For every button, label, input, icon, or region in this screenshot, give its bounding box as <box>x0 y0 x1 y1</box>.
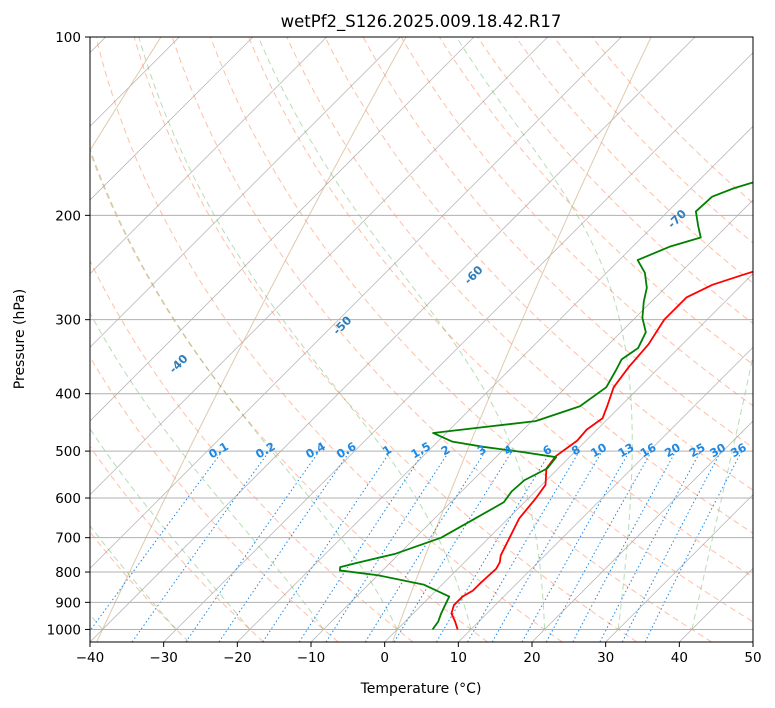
moist-adiabat-line <box>90 524 177 630</box>
y-tick-label: 200 <box>55 208 81 224</box>
dry-adiabat-line <box>515 37 753 284</box>
x-tick-label: −20 <box>223 650 252 666</box>
x-tick-label: 20 <box>523 650 540 666</box>
line-labels: 0.10.20.40.611.52346810131620253036-100-… <box>7 207 749 522</box>
mixing-ratio-line <box>90 450 223 632</box>
y-tick-label: 700 <box>55 531 81 547</box>
isotherm-line <box>90 37 548 496</box>
isotherm-line <box>163 52 753 642</box>
x-tick-label: −30 <box>149 650 178 666</box>
mixing-ratio-label: 13 <box>616 440 637 460</box>
isotherm-line <box>752 641 753 642</box>
isotherm-line <box>458 346 753 642</box>
mixing-ratio-label: 30 <box>707 440 728 460</box>
mixing-ratio-line <box>644 450 743 642</box>
mixing-ratio-line <box>185 450 320 642</box>
mixing-ratio-line <box>393 450 513 642</box>
isotherm-line <box>90 37 475 422</box>
chart-title: wetPf2_S126.2025.009.18.42.R17 <box>281 12 562 32</box>
dewpoint-line <box>338 181 753 630</box>
dry-adiabat-line <box>133 37 638 642</box>
moist-adiabat-line <box>90 427 251 630</box>
y-axis: 100 200 300 400 500 600 700 800 900 1000 <box>47 30 90 638</box>
isotherm-line <box>237 125 753 642</box>
dry-adiabat-line <box>171 37 712 642</box>
y-tick-label: 300 <box>55 313 81 329</box>
mixing-ratio-line <box>218 450 351 642</box>
dry-adiabat-line <box>95 37 563 642</box>
mixing-ratio-label: 10 <box>588 440 609 460</box>
background-lines <box>90 37 753 642</box>
moist-adiabat-line <box>455 37 633 630</box>
reference-curve <box>96 37 407 642</box>
temperature-line <box>450 270 753 630</box>
x-tick-label: 0 <box>380 650 389 666</box>
x-tick-label: −10 <box>297 650 326 666</box>
x-axis: −40 −30 −20 −10 0 10 20 30 40 50 <box>76 642 762 666</box>
y-tick-label: 800 <box>55 565 81 581</box>
y-tick-label: 600 <box>55 491 81 507</box>
isotherm-line <box>384 273 753 642</box>
mixing-ratio-label: 16 <box>638 440 659 460</box>
y-axis-title: Pressure (hPa) <box>12 289 28 389</box>
moist-adiabat-label: 10 <box>7 485 28 506</box>
dry-adiabat-line <box>324 37 753 491</box>
y-tick-label: 100 <box>55 30 81 46</box>
dry-adiabat-line <box>90 259 414 642</box>
moist-adiabat-line <box>138 37 472 630</box>
plot-background <box>90 37 753 642</box>
isotherm-line <box>90 37 401 348</box>
isotherm-line <box>90 37 327 275</box>
dry-adiabat-line <box>210 37 753 623</box>
x-tick-label: 30 <box>597 650 614 666</box>
mixing-ratio-label: 25 <box>687 440 708 460</box>
y-tick-label: 500 <box>55 444 81 460</box>
dry-adiabat-line <box>90 356 339 642</box>
mixing-ratio-line <box>131 450 270 642</box>
x-tick-label: 40 <box>671 650 688 666</box>
moist-adiabat-line <box>691 353 753 630</box>
dry-adiabat-line <box>248 37 753 578</box>
isotherm-line <box>90 37 622 569</box>
y-tick-label: 1000 <box>47 622 81 638</box>
isotherm-line <box>90 37 696 642</box>
series-lines <box>338 181 753 630</box>
mixing-ratio-line <box>325 450 450 642</box>
mixing-ratio-line <box>545 450 653 642</box>
isotherm-line <box>605 494 753 642</box>
x-tick-label: 10 <box>450 650 467 666</box>
isotherm-line <box>90 37 254 201</box>
mixing-ratio-line <box>572 450 677 642</box>
moist-adiabat-line <box>90 311 324 630</box>
y-tick-label: 400 <box>55 387 81 403</box>
mixing-ratio-label: 20 <box>662 440 683 460</box>
moist-adiabat-line <box>257 37 546 630</box>
plot-frame <box>89 36 754 643</box>
x-tick-label: 50 <box>744 650 761 666</box>
mixing-ratio-label: 36 <box>728 440 749 460</box>
x-tick-label: −40 <box>76 650 105 666</box>
isotherm-line <box>531 420 753 642</box>
reference-curve <box>392 37 652 642</box>
mixing-ratio-line <box>521 450 630 642</box>
dry-adiabat-line <box>286 37 753 534</box>
moist-adiabat-label: 20 <box>20 501 41 522</box>
dry-adiabat-line <box>90 445 264 642</box>
y-tick-label: 900 <box>55 595 81 611</box>
x-axis-title: Temperature (°C) <box>360 681 482 697</box>
mixing-ratio-line <box>262 450 392 642</box>
